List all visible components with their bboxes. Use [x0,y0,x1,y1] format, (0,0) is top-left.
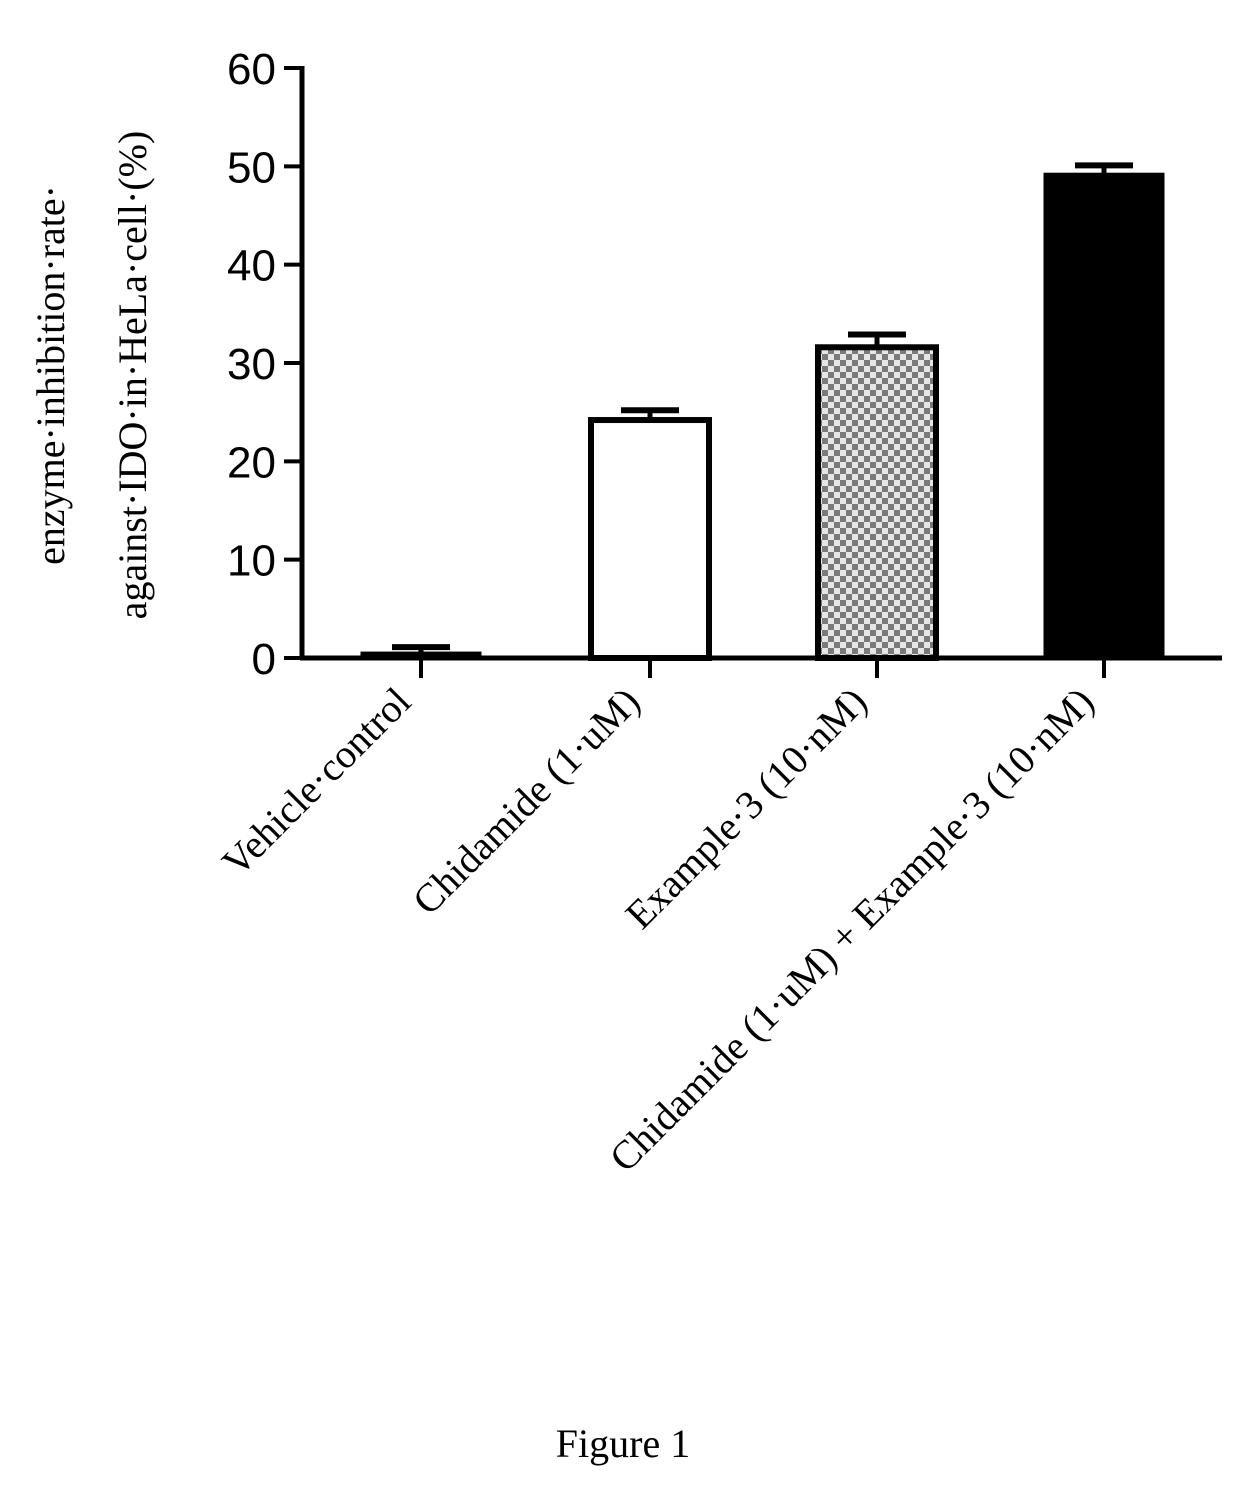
x-tick-label-1: Chidamide (1·uM) [404,679,649,924]
y-tick-label-2: 20 [227,438,276,487]
x-tick-label-2: Example·3 (10·nM) [617,679,876,938]
x-tick-label-0: Vehicle·control [213,679,419,885]
bar-1 [588,417,712,661]
bar-2 [815,344,939,661]
y-axis: 0 10 20 30 40 50 60 [227,45,305,684]
y-tick-label-6: 60 [227,45,276,94]
y-tick-label-1: 10 [227,537,276,586]
y-tick-label-0: 0 [252,635,276,684]
x-axis [300,655,1222,678]
y-axis-label-line-2: against·IDO·in·HeLa·cell·(%) [110,131,155,620]
y-axis-label-line-1: enzyme·inhibition·rate· [28,185,73,565]
x-tick-label-3: Chidamide (1·uM) + Example·3 (10·nM) [601,679,1103,1181]
bar-0 [360,651,482,660]
y-tick-label-4: 40 [227,242,276,291]
y-axis-label: enzyme·inhibition·rate· against·IDO·in·H… [28,131,155,620]
bars [360,162,1165,661]
bar-3 [1043,172,1165,660]
figure-caption: Figure 1 [555,1421,691,1466]
y-tick-label-5: 50 [227,143,276,192]
y-tick-label-3: 30 [227,340,276,389]
